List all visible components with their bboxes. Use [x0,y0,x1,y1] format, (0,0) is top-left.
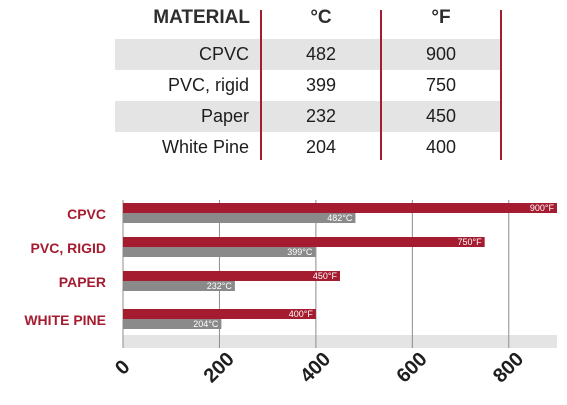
cell-celsius: 232 [305,106,337,126]
bar-fahrenheit [123,203,557,213]
header-celsius: °C [310,7,332,28]
x-tick-label: 400 [296,348,335,387]
cell-material: White Pine [161,137,249,157]
bar-fahrenheit [123,309,316,319]
bar-label-fahrenheit: 400°F [289,309,314,319]
table-row: White Pine 204 400 [115,132,502,163]
x-tick-label: 600 [393,348,432,387]
table-row: PVC, rigid 399 750 [115,70,502,101]
bar-celsius [123,213,356,223]
cell-fahrenheit: 450 [425,106,457,126]
bar-label-celsius: 232°C [207,281,233,291]
table-row: Paper 232 450 [115,101,502,132]
bar-label-celsius: 482°C [327,213,353,223]
comparison-table: MATERIAL °C °F CPVC 482 900 PVC, rigid 3… [0,0,567,170]
plot-base-strip [123,335,557,348]
cell-celsius: 399 [305,75,337,95]
table-row: CPVC 482 900 [115,39,502,70]
column-divider [260,10,262,160]
cell-fahrenheit: 900 [425,44,457,64]
cell-material: PVC, rigid [167,75,249,95]
cell-material: CPVC [198,44,249,64]
bar-label-fahrenheit: 900°F [530,203,555,213]
header-material: MATERIAL [153,7,250,28]
header-fahrenheit: °F [431,7,451,28]
bar-fahrenheit [123,237,485,247]
column-divider [380,10,382,160]
cell-celsius: 482 [305,44,337,64]
x-tick-label: 800 [489,348,528,387]
category-label: CPVC [67,206,106,222]
bar-label-celsius: 204°C [193,319,219,329]
bar-celsius [123,319,222,329]
category-label: PVC, RIGID [31,240,106,256]
bar-fahrenheit [123,271,340,281]
bar-celsius [123,247,316,257]
x-tick-label: 200 [200,348,239,387]
cell-celsius: 204 [305,137,337,157]
cell-fahrenheit: 400 [425,137,457,157]
column-divider [500,10,502,160]
bar-label-celsius: 399°C [287,247,313,257]
cell-material: Paper [200,106,249,126]
bar-chart: 900°F 482°C CPVC 750°F 399°C PVC, RIGID 450°F 2… [24,200,557,387]
bar-label-fahrenheit: 750°F [458,237,483,247]
bar-celsius [123,281,235,291]
bar-label-fahrenheit: 450°F [313,271,338,281]
x-tick-label: 0 [111,356,134,379]
category-label: PAPER [59,274,106,290]
category-label: WHITE PINE [24,312,106,328]
cell-fahrenheit: 750 [425,75,457,95]
